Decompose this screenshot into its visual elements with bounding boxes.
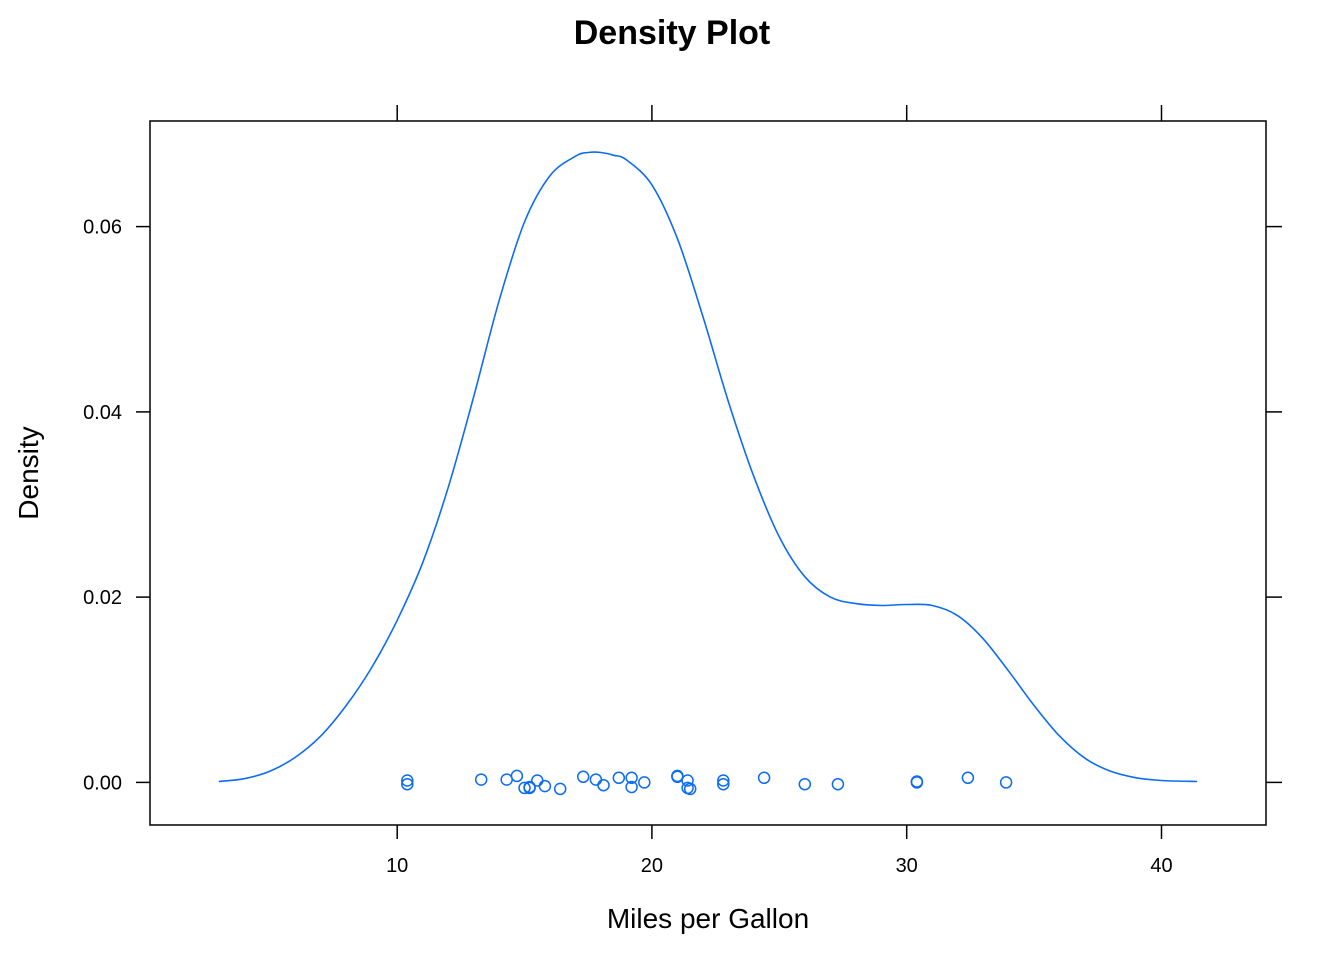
data-point	[910, 776, 924, 789]
y-tick-label: 0.02	[83, 587, 122, 609]
data-point	[597, 778, 610, 792]
data-point	[717, 777, 730, 791]
x-tick-label: 20	[641, 855, 663, 877]
data-point	[638, 776, 651, 789]
y-axis: 0.00 0.02 0.04 0.06	[83, 217, 1282, 794]
data-point	[681, 774, 694, 787]
data-point	[612, 771, 626, 785]
data-point	[510, 769, 524, 783]
density-curve	[218, 151, 1198, 783]
data-point	[531, 774, 544, 787]
x-tick-label: 10	[386, 855, 408, 877]
data-point	[518, 781, 531, 795]
data-point	[553, 782, 567, 796]
y-tick-label: 0.04	[83, 402, 122, 424]
x-tick-label: 30	[896, 855, 918, 877]
x-tick-label: 40	[1150, 855, 1172, 877]
data-point	[999, 776, 1013, 789]
data-point	[500, 773, 513, 786]
data-point	[625, 771, 638, 785]
data-point	[671, 770, 684, 784]
y-tick-label: 0.06	[83, 217, 122, 239]
data-point	[401, 777, 414, 791]
data-point	[961, 771, 975, 785]
data-point	[523, 781, 536, 795]
plot-frame	[149, 120, 1267, 826]
y-tick-label: 0.00	[83, 772, 122, 794]
data-point	[538, 779, 552, 793]
chart-title: Density Plot	[574, 14, 770, 52]
data-point	[625, 780, 638, 794]
data-point	[401, 774, 414, 787]
data-point	[683, 782, 697, 796]
data-point	[831, 777, 845, 791]
data-point	[757, 771, 771, 785]
data-point	[576, 770, 590, 784]
data-point	[589, 773, 603, 786]
x-axis-label: Miles per Gallon	[607, 903, 809, 934]
data-point	[474, 773, 488, 786]
data-points	[401, 769, 1013, 796]
data-point	[717, 774, 730, 787]
y-axis-label: Density	[13, 426, 44, 519]
x-axis: 10 20 30 40	[386, 105, 1173, 877]
data-point	[798, 777, 812, 791]
